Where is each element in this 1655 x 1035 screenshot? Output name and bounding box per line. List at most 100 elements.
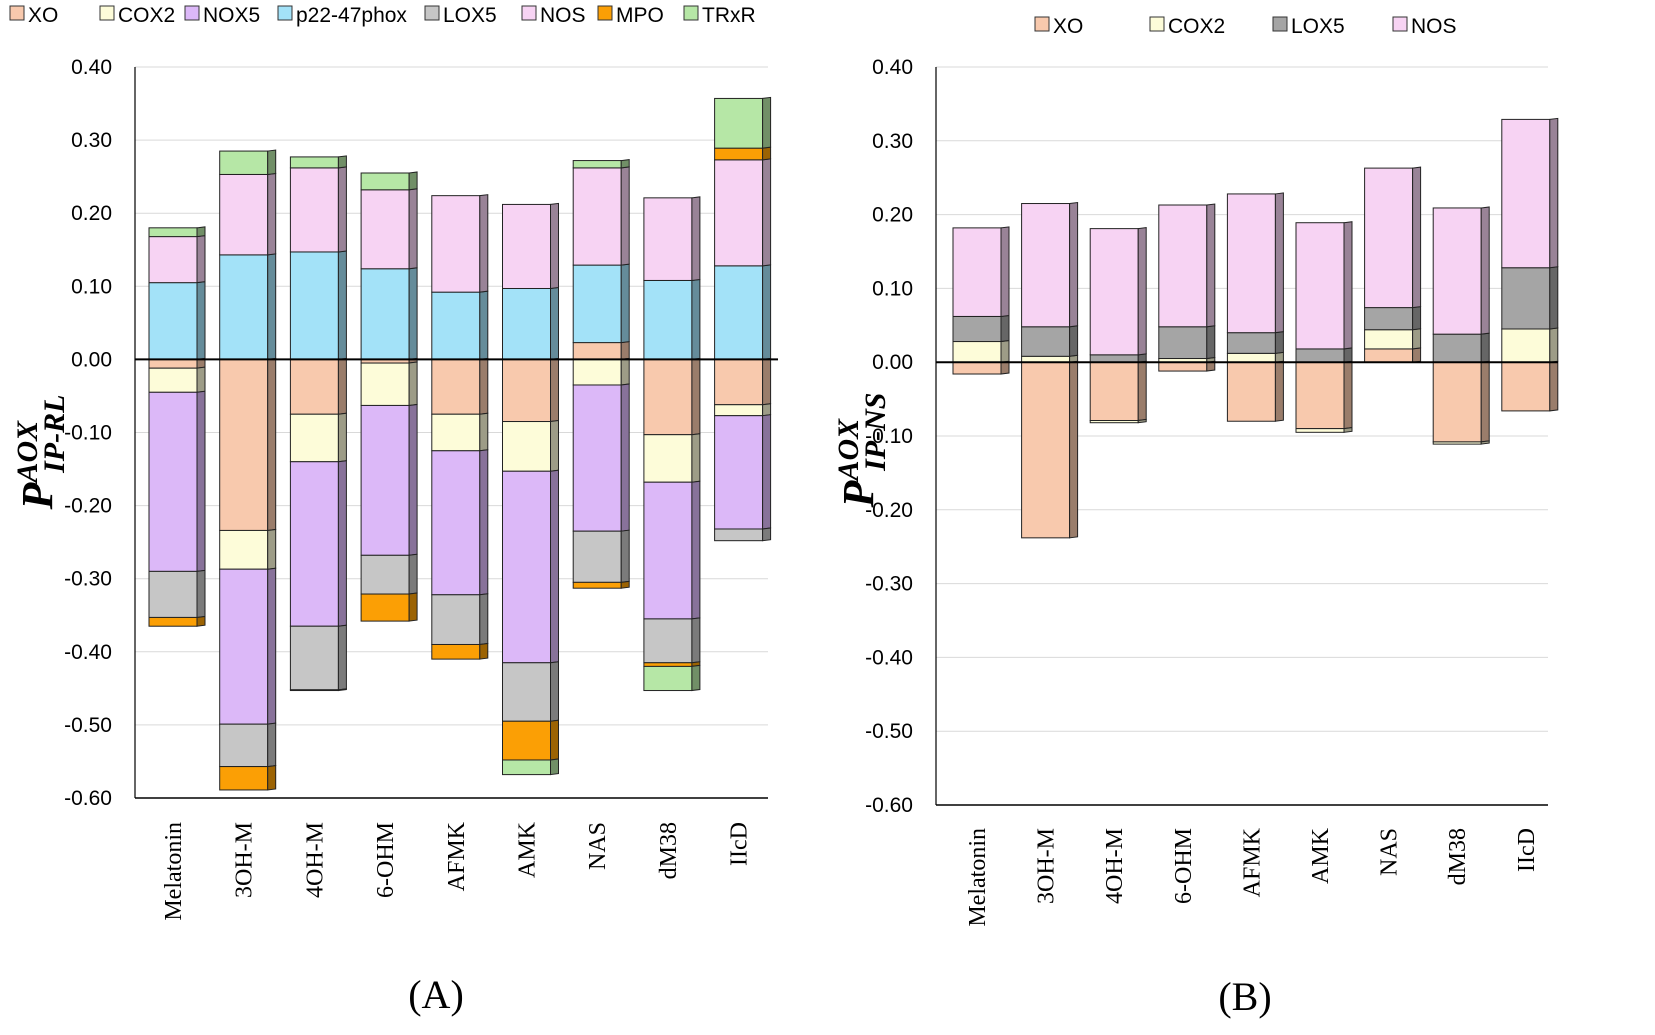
legend-item-lox5: LOX5 (1272, 15, 1345, 38)
y-tick-label: 0.00 (872, 351, 913, 374)
y-tick-label: 0.00 (71, 348, 112, 371)
legend-item-nox5: NOX5 (184, 4, 260, 27)
bar-p22-47phox-iicd (714, 264, 772, 360)
bars-a (148, 96, 772, 791)
y-tick-label: -0.50 (64, 714, 112, 737)
bar-cox2-4oh-m (1089, 418, 1147, 424)
y-tick-label: -0.20 (64, 495, 112, 518)
chart-panel-a: 0.40 0.30 0.20 0.10 0.00 -0.10 -0.20 -0.30 -0.40… (9, 4, 778, 1017)
legend-label: LOX5 (1291, 15, 1345, 38)
legend-swatch (184, 5, 200, 21)
bars-b (952, 117, 1559, 539)
legend-label: p22-47phox (296, 4, 407, 27)
bar-lox5-nas (1364, 306, 1422, 331)
bar-nos-iicd (714, 158, 772, 267)
legend-label: NOS (1411, 15, 1457, 38)
y-tick-label: -0.10 (64, 422, 112, 445)
legend-swatch (597, 5, 613, 21)
bar-lox5-afmk (431, 593, 489, 646)
legend-label: COX2 (1168, 15, 1225, 38)
y-tick-label: 0.40 (872, 56, 913, 79)
legend-swatch (683, 5, 699, 21)
legend-item-trxr: TRxR (683, 4, 756, 27)
bar-lox5-afmk (1226, 331, 1284, 354)
bar-xo-4oh-m (289, 357, 347, 415)
bar-nos-afmk (431, 194, 489, 293)
category-label: AFMK (1239, 827, 1265, 897)
bar-lox5-amk (1295, 347, 1353, 363)
bar-cox2-3oh-m (219, 528, 277, 570)
bar-nox5-amk (502, 469, 559, 664)
category-label: 3OH-M (1034, 828, 1060, 904)
y-tick-labels-b: 0.40 0.30 0.20 0.10 0.00 -0.10 -0.20 -0.30 -0.40… (865, 56, 913, 817)
category-label: dM38 (656, 822, 682, 879)
category-label: 3OH-M (232, 822, 258, 898)
bar-xo-iicd (1501, 360, 1559, 412)
category-label: 4OH-M (302, 822, 328, 898)
bar-lox5-iicd (1501, 266, 1559, 330)
category-label: 6-OHM (373, 822, 399, 898)
legend-swatch (1149, 16, 1165, 32)
y-axis-label-a: PAOXIP-RL (11, 395, 71, 511)
bar-cox2-melatonin (148, 366, 206, 393)
bar-nos-amk (502, 202, 559, 290)
legend-label: MPO (616, 4, 664, 27)
y-tick-label: 0.40 (71, 56, 112, 79)
bar-mpo-4oh-m (289, 688, 347, 692)
legend-label: XO (28, 4, 58, 27)
y-tick-labels-a: 0.40 0.30 0.20 0.10 0.00 -0.10 -0.20 -0.30 -0.40… (64, 56, 112, 810)
bar-nos-dm38 (1432, 206, 1490, 335)
bar-cox2-melatonin (952, 339, 1010, 363)
category-label: AMK (1308, 827, 1334, 884)
bar-cox2-iicd (714, 403, 772, 417)
bar-nox5-3oh-m (219, 567, 277, 725)
bar-xo-amk (502, 357, 559, 423)
legend-swatch (99, 5, 115, 21)
y-tick-label: 0.10 (872, 277, 913, 300)
legend-label: XO (1053, 15, 1083, 38)
bar-nos-afmk (1226, 192, 1284, 334)
bar-lox5-melatonin (148, 569, 206, 619)
y-tick-label: -0.50 (865, 720, 913, 743)
category-label: AFMK (444, 821, 470, 891)
bar-nox5-nas (572, 383, 630, 532)
bar-p22-47phox-4oh-m (289, 250, 347, 360)
bar-cox2-6-ohm (360, 361, 418, 407)
legend-label: COX2 (118, 4, 175, 27)
bar-nox5-6-ohm (360, 403, 418, 556)
bar-trxr-4oh-m (289, 155, 347, 169)
y-axis-label-b: PAOXIP-NS (832, 393, 892, 509)
legend-swatch (1272, 16, 1288, 32)
legend-swatch (277, 5, 293, 21)
bar-mpo-amk (502, 719, 559, 761)
y-tick-label: 0.10 (71, 275, 112, 298)
bar-xo-nas (572, 341, 630, 360)
bar-nos-dm38 (643, 196, 701, 282)
category-labels-b: Melatonin 3OH-M 4OH-M 6-OHM AFMK AMK NAS dM38 II… (965, 827, 1540, 926)
y-tick-label: -0.20 (865, 499, 913, 522)
legend-swatch (1034, 16, 1050, 32)
bar-nos-nas (1364, 166, 1422, 309)
bar-nox5-afmk (431, 449, 489, 596)
bar-nos-4oh-m (289, 166, 347, 253)
bar-nos-iicd (1501, 117, 1559, 269)
bar-xo-dm38 (1432, 360, 1490, 443)
legend-item-mpo: MPO (597, 4, 664, 27)
bar-p22-47phox-amk (502, 286, 559, 360)
category-label: 6-OHM (1171, 828, 1197, 904)
bar-cox2-iicd (1501, 327, 1559, 363)
bar-lox5-nas (572, 529, 630, 583)
bar-lox5-melatonin (952, 314, 1010, 343)
bar-trxr-amk (502, 758, 559, 776)
bar-lox5-iicd (714, 527, 772, 542)
category-labels-a: Melatonin 3OH-M 4OH-M 6-OHM AFMK AMK NAS dM38 II… (161, 821, 753, 920)
y-tick-label: 0.20 (872, 204, 913, 227)
bar-mpo-melatonin (148, 615, 206, 627)
legend-item-nos: NOS (1392, 15, 1457, 38)
y-tick-label: 0.30 (872, 130, 913, 153)
bar-p22-47phox-nas (572, 263, 630, 344)
bar-lox5-dm38 (643, 617, 701, 664)
legend-label: NOS (540, 4, 586, 27)
bar-p22-47phox-melatonin (148, 281, 206, 360)
